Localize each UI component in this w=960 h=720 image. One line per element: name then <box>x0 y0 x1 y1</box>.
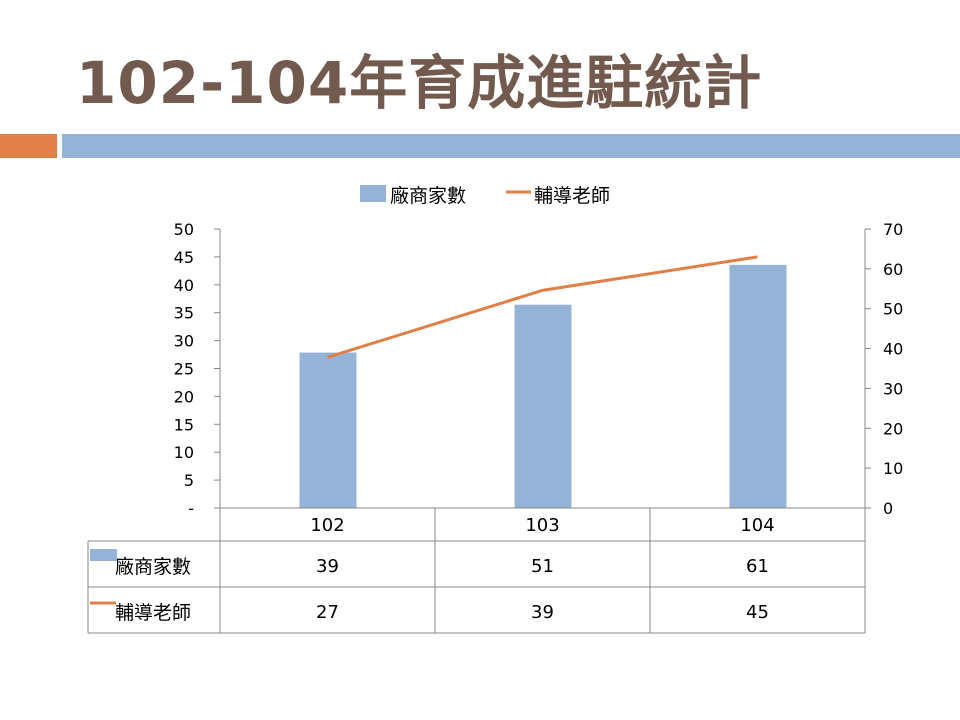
bar-103 <box>514 304 572 508</box>
x-tick-label: 104 <box>740 515 774 536</box>
right-tick-label: 20 <box>883 419 903 438</box>
bar-102 <box>299 352 357 508</box>
table-bar-key <box>90 549 117 561</box>
right-tick-label: 30 <box>883 379 903 398</box>
slide-title: 102-104年育成進駐統計 <box>76 49 763 117</box>
table-cell-bar: 61 <box>746 556 769 577</box>
right-tick-label: 50 <box>883 300 903 319</box>
table-cell-bar: 51 <box>531 556 554 577</box>
legend-bar-swatch <box>360 185 386 202</box>
legend-bar-label: 廠商家數 <box>390 184 466 207</box>
left-tick-label: 10 <box>174 443 194 462</box>
left-tick-label: 20 <box>174 387 194 406</box>
table-cell-line: 45 <box>746 602 769 623</box>
table-cell-line: 27 <box>316 602 339 623</box>
accent-bar-blue <box>62 134 960 158</box>
right-tick-label: 0 <box>883 499 893 518</box>
left-tick-label: 30 <box>174 332 194 351</box>
x-tick-label: 102 <box>310 515 344 536</box>
line-series <box>327 255 758 359</box>
left-tick-label: 45 <box>174 248 194 267</box>
table-cell-line: 39 <box>531 602 554 623</box>
left-tick-label: 15 <box>174 415 194 434</box>
right-tick-label: 60 <box>883 260 903 279</box>
right-tick-label: 70 <box>883 220 903 239</box>
table-cell-bar: 39 <box>316 556 339 577</box>
left-tick-label: 40 <box>174 276 194 295</box>
left-tick-label: 35 <box>174 304 194 323</box>
legend-line-label: 輔導老師 <box>534 185 610 207</box>
table-row-label: 輔導老師 <box>115 602 191 624</box>
left-tick-label: 25 <box>174 360 194 379</box>
accent-bar-orange <box>0 134 57 158</box>
left-tick-label: - <box>188 499 194 518</box>
left-tick-label: 5 <box>184 471 194 490</box>
right-tick-label: 40 <box>883 340 903 359</box>
right-tick-label: 10 <box>883 459 903 478</box>
bar-104 <box>729 264 787 508</box>
left-tick-label: 50 <box>174 220 194 239</box>
x-tick-label: 103 <box>525 515 559 536</box>
table-row-label: 廠商家數 <box>115 555 191 578</box>
